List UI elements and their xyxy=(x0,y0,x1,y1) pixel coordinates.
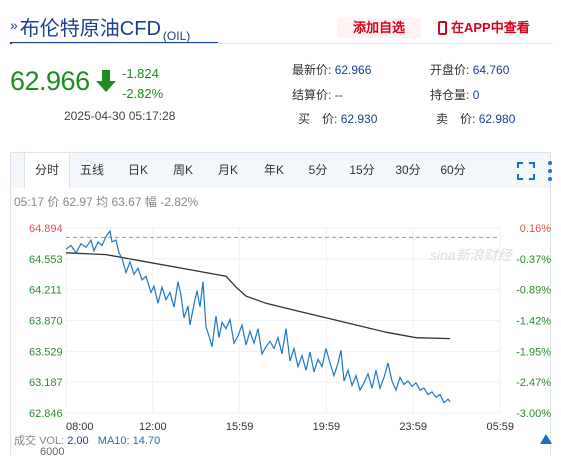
y-right-tick: -2.47% xyxy=(516,377,551,389)
change-percent: -2.82% xyxy=(122,86,164,101)
bid-label: 买 价: xyxy=(298,112,338,126)
volume-label: 成交 xyxy=(14,435,36,447)
average-price-line xyxy=(65,252,451,340)
latest-value: 62.966 xyxy=(334,63,372,77)
chart-panel xyxy=(10,152,551,455)
price-change: -1.824 -2.82% xyxy=(122,64,163,104)
bid-price-stat: 买 价: 62.930 xyxy=(298,110,377,127)
info-amp: -2.82% xyxy=(160,195,199,209)
tab-five-day[interactable]: 五线 xyxy=(79,163,104,177)
settle-price-stat: 结算价: -- xyxy=(292,86,343,103)
x-tick: 05:59 xyxy=(486,421,514,433)
change-value: -1.824 xyxy=(122,66,159,81)
add-watchlist-button[interactable]: 添加自选 xyxy=(337,18,421,38)
y-axis-labels: 64.894 64.553 64.211 63.870 63.529 63.187 62.8… xyxy=(29,223,551,420)
volume-toggle-triangle-icon[interactable] xyxy=(539,433,553,445)
vol-value: 2.00 xyxy=(67,435,89,447)
open-value: 64.760 xyxy=(472,63,510,77)
bid-value: 62.930 xyxy=(340,112,378,126)
ma10-label: MA10: xyxy=(97,435,130,447)
y-left-tick: 64.894 xyxy=(29,223,63,235)
settle-label: 结算价: xyxy=(292,88,332,102)
info-time: 05:17 xyxy=(14,195,45,209)
vol-label: VOL: xyxy=(39,435,65,447)
ask-price-stat: 卖 价: 62.980 xyxy=(436,110,515,127)
volume-info: 成交 VOL: 2.00 MA10: 14.70 xyxy=(14,432,160,448)
info-avg: 63.67 xyxy=(111,195,142,209)
tab-60min[interactable]: 60分 xyxy=(440,163,466,177)
y-left-tick: 64.553 xyxy=(29,254,63,266)
more-options-icon[interactable] xyxy=(542,160,558,182)
x-tick: 23:59 xyxy=(399,421,427,433)
open-price-stat: 开盘价: 64.760 xyxy=(430,61,509,78)
tab-yearly-k[interactable]: 年K xyxy=(263,163,284,177)
tab-daily-k[interactable]: 日K xyxy=(127,163,148,177)
tab-15min[interactable]: 15分 xyxy=(349,163,375,177)
position-stat: 持仓量: 0 xyxy=(430,86,479,103)
y-left-tick: 62.846 xyxy=(29,408,63,420)
x-tick: 08:00 xyxy=(66,421,94,433)
x-tick: 12:00 xyxy=(139,421,167,433)
tab-intraday[interactable]: 分时 xyxy=(24,153,70,188)
y-right-tick: -1.42% xyxy=(516,316,551,328)
x-tick: 15:59 xyxy=(226,421,254,433)
instrument-title: » 布伦特原油CFD (OIL) xyxy=(10,12,190,43)
watermark: sina新浪财经 xyxy=(430,247,514,263)
view-in-app-button[interactable]: 在APP中查看 xyxy=(438,18,530,38)
volume-axis-top: 6000 xyxy=(40,446,65,458)
ask-label: 卖 价: xyxy=(436,112,476,126)
instrument-name: 布伦特原油CFD xyxy=(19,18,161,40)
y-right-tick: -3.00% xyxy=(516,408,551,420)
info-amp-label: 幅 xyxy=(144,195,157,209)
y-left-tick: 64.211 xyxy=(29,285,62,297)
current-price: 62.966 xyxy=(10,66,90,96)
y-left-tick: 63.870 xyxy=(29,316,63,328)
x-axis-labels: 08:00 12:00 15:59 19:59 23:59 05:59 xyxy=(66,421,514,433)
y-left-tick: 63.529 xyxy=(29,346,63,358)
info-avg-label: 均 xyxy=(96,195,109,209)
tab-monthly-k[interactable]: 月K xyxy=(217,163,238,177)
y-right-tick: 0.16% xyxy=(520,223,551,235)
view-in-app-label: 在APP中查看 xyxy=(451,20,530,35)
latest-label: 最新价: xyxy=(292,63,332,77)
tab-weekly-k[interactable]: 周K xyxy=(172,163,193,177)
double-arrow-icon: » xyxy=(10,17,18,33)
tab-30min[interactable]: 30分 xyxy=(395,163,421,177)
price-line xyxy=(65,229,451,404)
info-price-label: 价 xyxy=(47,195,60,209)
info-price: 62.97 xyxy=(62,195,93,209)
phone-icon xyxy=(438,21,447,35)
position-value: 0 xyxy=(472,88,480,102)
quote-timestamp: 2025-04-30 05:17:28 xyxy=(64,109,176,123)
header-divider xyxy=(12,43,553,44)
open-label: 开盘价: xyxy=(430,63,470,77)
latest-price-stat: 最新价: 62.966 xyxy=(292,61,371,78)
down-arrow-icon xyxy=(96,70,116,92)
period-tab-bar xyxy=(11,153,550,188)
ask-value: 62.980 xyxy=(478,112,516,126)
x-tick: 19:59 xyxy=(313,421,341,433)
y-right-tick: -0.37% xyxy=(516,254,551,266)
settle-value: -- xyxy=(334,88,343,102)
fullscreen-icon[interactable] xyxy=(517,162,535,180)
y-left-tick: 63.187 xyxy=(29,377,63,389)
chart-info-line: 05:17 价 62.97 均 63.67 幅 -2.82% xyxy=(14,193,198,210)
y-right-tick: -1.95% xyxy=(516,346,551,358)
y-right-tick: -0.89% xyxy=(516,285,551,297)
position-label: 持仓量: xyxy=(430,88,470,102)
instrument-code: (OIL) xyxy=(162,29,191,43)
tab-5min[interactable]: 5分 xyxy=(308,163,328,177)
ma10-value: 14.70 xyxy=(132,435,161,447)
